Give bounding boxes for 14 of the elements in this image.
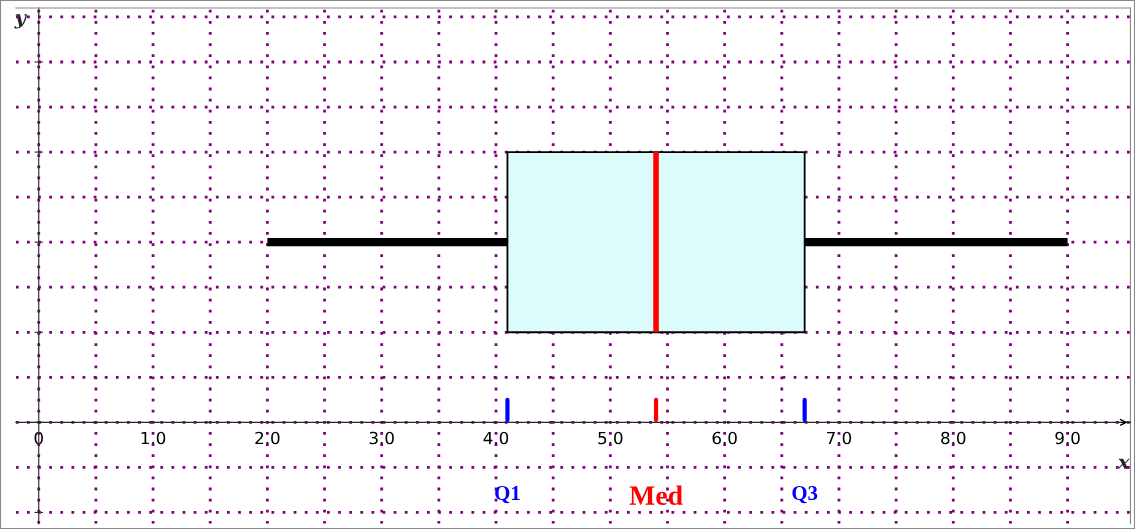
y-axis-title: y: [14, 14, 28, 29]
x-tick-label: 2.0: [255, 431, 280, 445]
x-tick-label: 3.0: [369, 431, 394, 445]
x-tick-label: 8.0: [941, 431, 966, 445]
x-tick-label: 9.0: [1055, 431, 1080, 445]
x-tick-label: 1.0: [141, 431, 166, 445]
x-tick-label: 6.0: [712, 431, 737, 445]
x-tick-label: 7.0: [827, 431, 852, 445]
x-axis-title: x: [1117, 458, 1130, 469]
annotation: Q3: [792, 486, 818, 504]
x-tick-label: 4.0: [483, 431, 509, 445]
annotation: Q1: [495, 486, 520, 504]
annotation: Med: [629, 485, 683, 505]
x-tick-label: 5.0: [598, 431, 623, 445]
